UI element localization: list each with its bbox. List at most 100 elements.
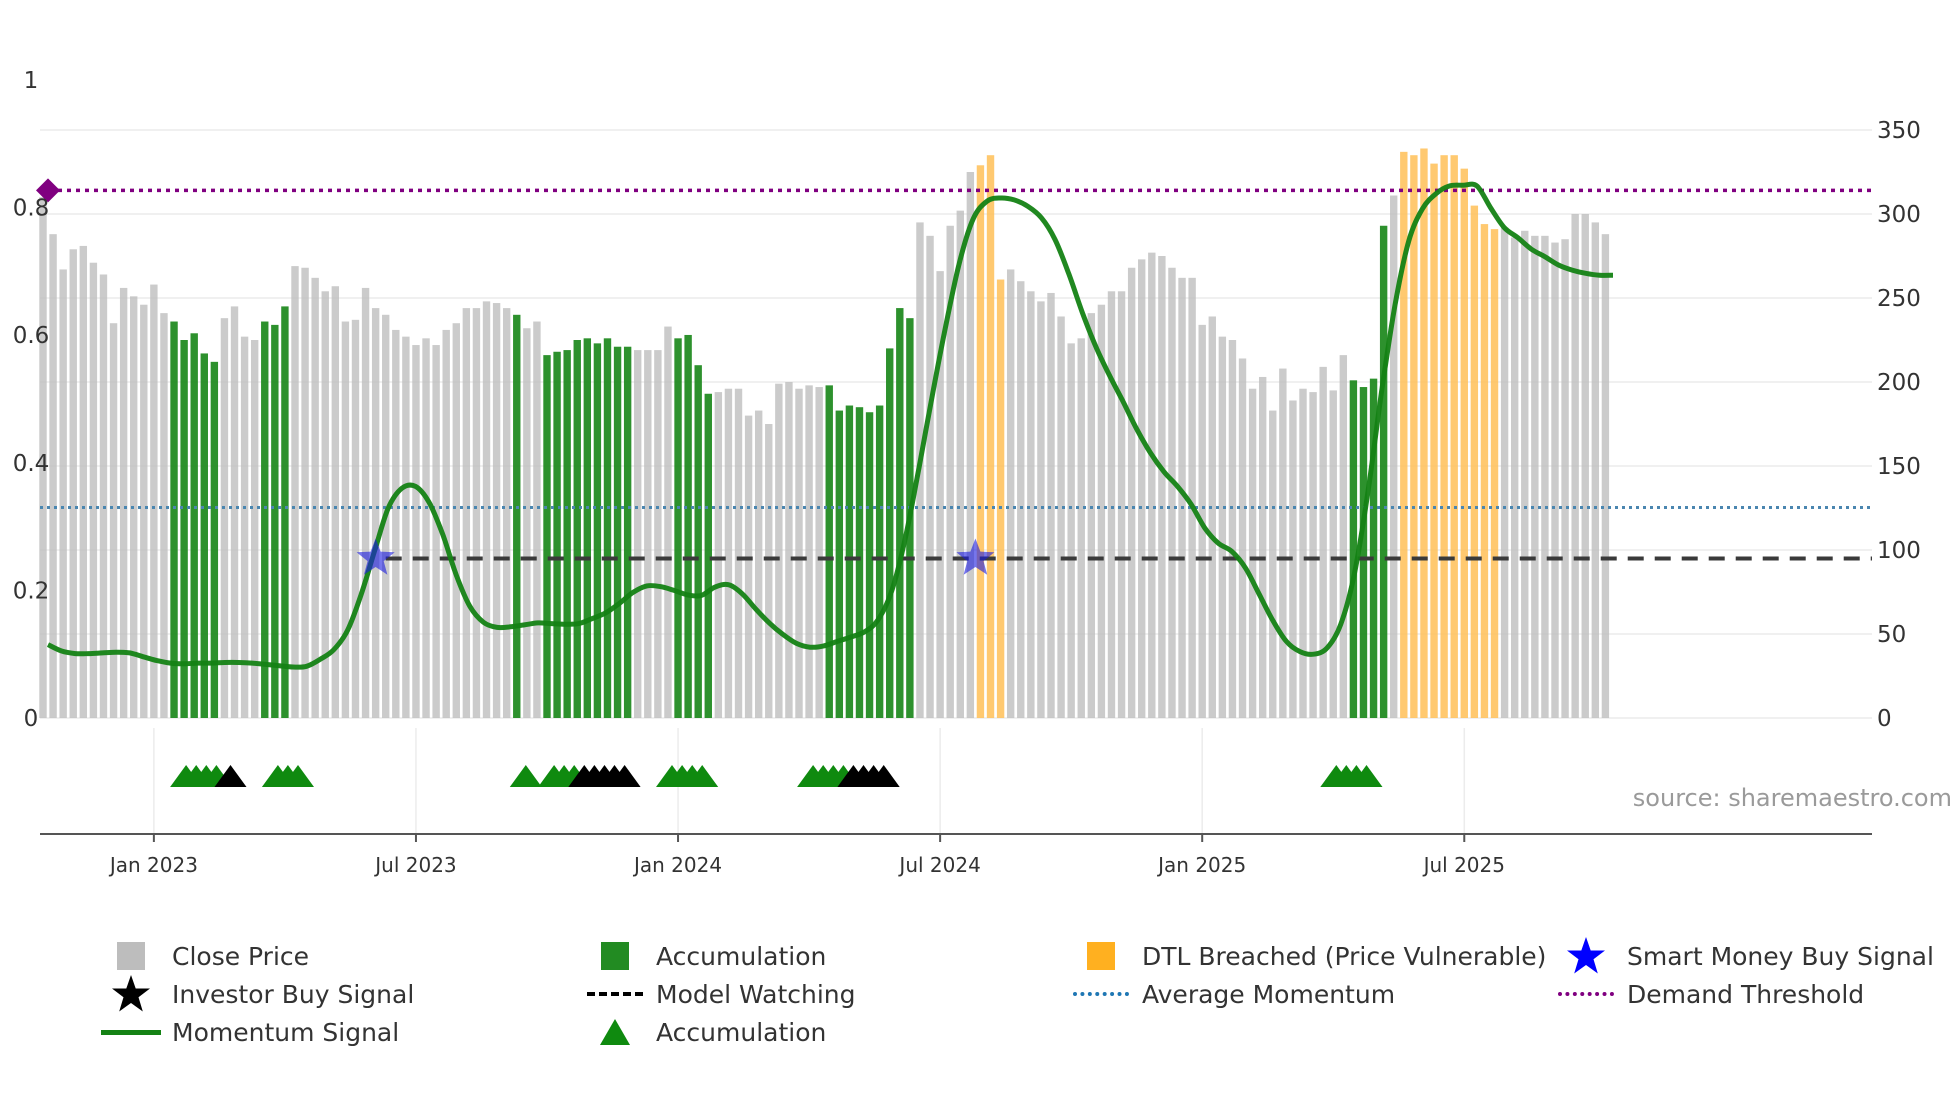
close-price-bar xyxy=(160,313,168,718)
close-price-bar xyxy=(452,323,460,718)
close-price-bar xyxy=(966,172,975,718)
close-price-bar xyxy=(1309,392,1317,718)
investor-buy-triangle xyxy=(608,765,641,787)
close-price-bar xyxy=(250,340,259,718)
accumulation-bar xyxy=(543,355,551,718)
close-price-bar xyxy=(1097,304,1106,718)
right-tick-label: 300 xyxy=(1877,202,1921,228)
close-price-bar xyxy=(1077,338,1085,718)
close-price-bar xyxy=(1208,316,1216,718)
close-price-bar xyxy=(1107,291,1116,718)
close-price-bar xyxy=(119,287,128,718)
close-price-bar xyxy=(240,336,249,718)
close-price-bar xyxy=(714,392,723,718)
accumulation-bar xyxy=(190,333,198,718)
dtl-bar xyxy=(976,165,985,718)
accumulation-bar xyxy=(613,346,622,718)
accumulation-bar xyxy=(674,338,682,718)
close-price-bar xyxy=(1581,214,1589,718)
accumulation-bar xyxy=(825,385,833,718)
close-price-bar xyxy=(462,308,471,718)
close-price-bar xyxy=(301,267,309,718)
accumulation-triangle xyxy=(509,765,542,787)
close-price-bar xyxy=(1087,313,1096,718)
x-tick-label: Jul 2024 xyxy=(897,853,980,877)
accumulation-bar xyxy=(261,321,269,718)
accumulation-bar xyxy=(553,351,561,718)
close-price-bar xyxy=(1541,235,1549,718)
left-tick-label: 0.8 xyxy=(13,196,50,222)
right-tick-label: 150 xyxy=(1877,454,1921,480)
accumulation-triangle xyxy=(686,765,719,787)
momentum-signal-line xyxy=(46,181,1614,670)
close-price-bar xyxy=(1510,237,1519,718)
signal-markers xyxy=(170,538,1383,787)
close-price-bar xyxy=(1138,259,1146,718)
close-price-bar xyxy=(311,277,319,718)
close-price-bar xyxy=(1319,366,1327,718)
right-tick-label: 100 xyxy=(1877,538,1921,564)
accumulation-bar xyxy=(563,350,571,718)
axes: Jan 2023 Jul 2023 Jan 2024 Jul 2024 Jan 2025… xyxy=(13,68,1921,877)
dtl-bar xyxy=(1400,151,1408,719)
close-price-bar xyxy=(664,326,672,718)
left-tick-label: 0.6 xyxy=(13,323,50,349)
right-tick-label: 350 xyxy=(1877,118,1921,144)
accumulation-bar xyxy=(684,334,692,718)
close-price-bar xyxy=(1571,214,1579,718)
price-bars xyxy=(39,148,1610,719)
accumulation-bar xyxy=(886,348,894,718)
close-price-bar xyxy=(79,245,88,719)
close-price-bar xyxy=(1168,267,1176,718)
close-price-bar xyxy=(402,336,410,718)
close-price-bar xyxy=(775,383,783,718)
close-price-bar xyxy=(805,385,813,718)
close-price-bar xyxy=(1127,267,1136,718)
close-price-bar xyxy=(926,235,934,718)
close-price-bar xyxy=(1561,239,1569,718)
accumulation-bar xyxy=(865,412,874,718)
right-tick-label: 200 xyxy=(1877,370,1921,396)
source-label: source: sharemaestro.com xyxy=(1633,784,1952,812)
close-price-bar xyxy=(765,424,773,718)
right-tick-label: 50 xyxy=(1877,622,1906,648)
close-price-bar xyxy=(472,308,481,718)
investor-buy-triangle xyxy=(214,765,247,787)
close-price-bar xyxy=(442,329,450,718)
close-price-bar xyxy=(724,388,733,718)
close-price-bar xyxy=(412,345,420,718)
close-price-bar xyxy=(1289,400,1297,718)
close-price-bar xyxy=(795,388,803,718)
x-tick-label: Jan 2025 xyxy=(1156,853,1246,877)
close-price-bar xyxy=(1601,234,1610,718)
close-price-bar xyxy=(361,287,370,718)
close-price-bar xyxy=(1067,343,1075,718)
accumulation-bar xyxy=(210,361,219,718)
accumulation-bar xyxy=(593,343,602,718)
accumulation-bar xyxy=(694,365,702,718)
accumulation-bar xyxy=(875,405,884,718)
accumulation-bar xyxy=(855,407,864,718)
close-price-bar xyxy=(109,323,118,718)
left-tick-label: 1 xyxy=(24,68,39,94)
accumulation-bar xyxy=(1359,387,1368,718)
demand-threshold-marker xyxy=(36,178,60,203)
close-price-bar xyxy=(49,234,57,718)
close-price-bar xyxy=(331,286,340,718)
close-price-bar xyxy=(1269,410,1277,718)
investor-buy-triangle xyxy=(867,765,900,787)
accumulation-bar xyxy=(513,314,521,718)
close-price-bar xyxy=(1228,340,1237,718)
left-tick-label: 0.4 xyxy=(13,451,50,477)
accumulation-bar xyxy=(1379,225,1388,718)
close-price-bar xyxy=(946,225,954,718)
close-price-bar xyxy=(1047,292,1055,718)
accumulation-bar xyxy=(704,393,712,718)
smart-money-buy-star xyxy=(956,538,995,575)
close-price-bar xyxy=(1390,195,1398,718)
x-tick-label: Jan 2024 xyxy=(632,853,722,877)
close-price-bar xyxy=(1279,368,1287,718)
dtl-bar xyxy=(1420,148,1428,719)
close-price-bar xyxy=(69,249,77,718)
